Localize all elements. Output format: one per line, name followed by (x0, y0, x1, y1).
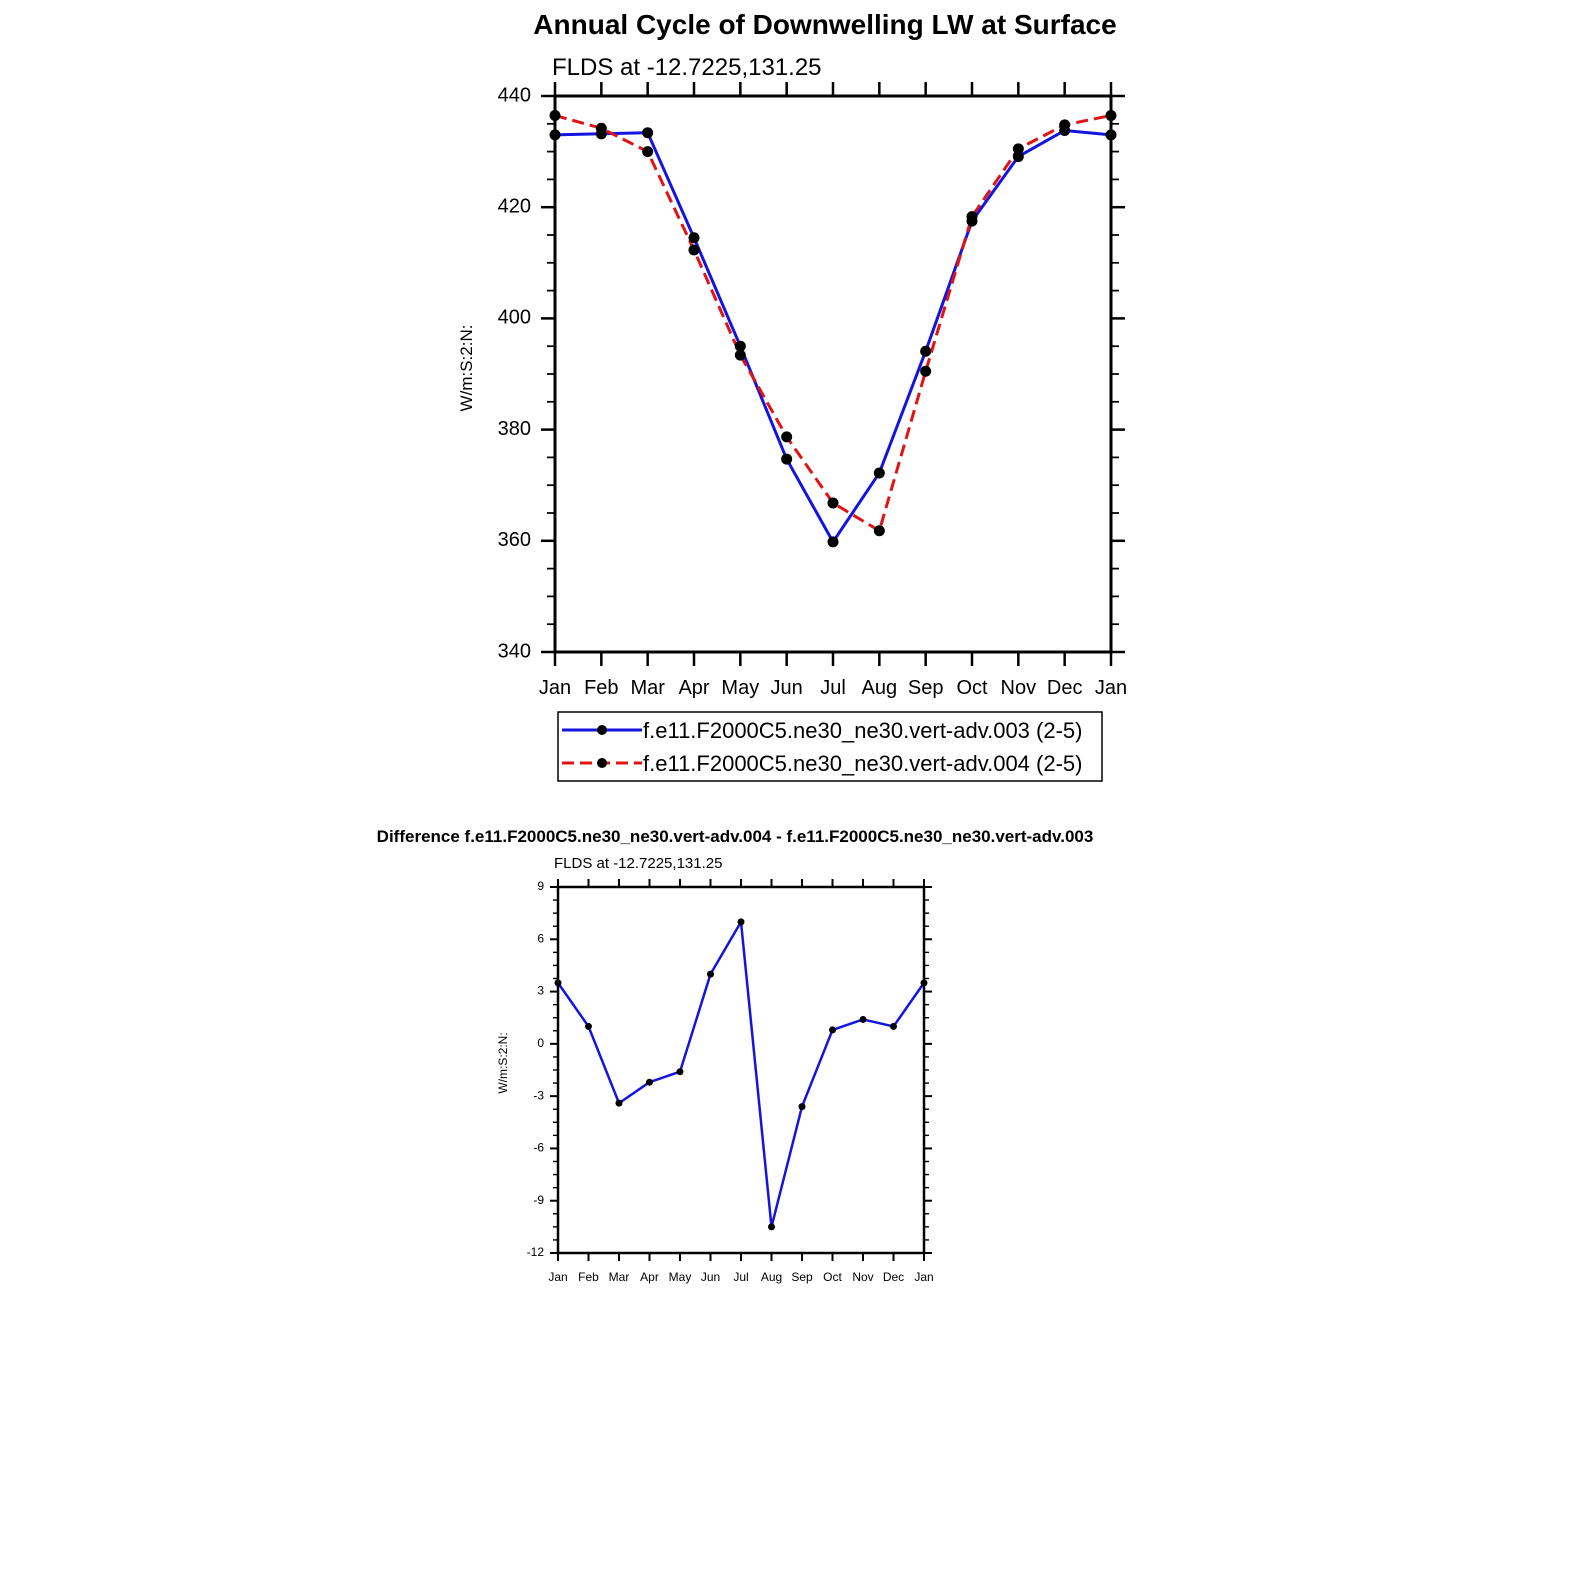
main-chart-series (549, 109, 1117, 548)
series-1-point (827, 536, 839, 548)
x-tick-label: Aug (862, 677, 898, 699)
main-chart-ticks (541, 82, 1125, 666)
x-tick-label: Feb (578, 1270, 599, 1284)
series-1-point (890, 1022, 897, 1030)
diff-chart-x-tick-labels: Jan Feb Mar Apr May Jun Jul Aug Sep Oct Nov Dec Jan (548, 1270, 933, 1284)
x-tick-label: Jul (820, 677, 846, 699)
series-2-point (642, 146, 654, 158)
y-tick-label: -12 (527, 1245, 545, 1259)
x-tick-label: Jan (914, 1270, 933, 1284)
x-tick-label: Apr (640, 1270, 659, 1284)
series-1-point (859, 1015, 867, 1023)
x-tick-label: Jan (548, 1270, 567, 1284)
series-2-point (873, 525, 885, 537)
diff-chart-series (554, 918, 928, 1231)
series-2-point (920, 365, 932, 377)
legend-label-series-2: f.e11.F2000C5.ne30_ne30.vert-adv.004 (2-… (643, 751, 1082, 776)
y-tick-label: 0 (537, 1036, 544, 1050)
series-2-point (827, 497, 839, 509)
x-tick-label: May (669, 1270, 692, 1284)
series-1-point (798, 1103, 806, 1111)
series-line-1 (554, 128, 1112, 544)
series-2-point (1012, 143, 1024, 155)
series-1-point (615, 1099, 623, 1107)
x-tick-label: Mar (630, 677, 665, 699)
x-tick-label: Nov (1001, 677, 1037, 699)
series-2-point (595, 122, 607, 134)
main-chart-legend: f.e11.F2000C5.ne30_ne30.vert-adv.003 (2-… (557, 711, 1103, 782)
x-tick-label: Sep (791, 1270, 813, 1284)
series-1-point (920, 345, 932, 357)
x-tick-label: Oct (823, 1270, 842, 1284)
series-1-point (734, 340, 746, 352)
main-chart-subtitle: FLDS at -12.7225,131.25 (552, 54, 822, 81)
x-tick-label: Jun (771, 677, 803, 699)
y-tick-label: -6 (533, 1141, 544, 1155)
x-tick-label: Apr (678, 677, 709, 699)
x-tick-label: Aug (761, 1270, 782, 1284)
x-tick-label: May (721, 677, 759, 699)
diff-chart-ylabel: W/m:S:2:N: (496, 1032, 510, 1093)
series-1-point (707, 970, 714, 978)
y-tick-label: 420 (498, 195, 531, 217)
x-tick-label: Sep (908, 677, 944, 699)
x-tick-label: Jul (733, 1270, 748, 1284)
series-2-point (781, 431, 793, 443)
y-tick-label: 340 (498, 640, 531, 662)
legend-box (557, 711, 1103, 782)
main-chart-title: Annual Cycle of Downwelling LW at Surfac… (533, 9, 1116, 40)
main-chart-plot-frame (553, 94, 1113, 654)
y-tick-label: 360 (498, 529, 531, 551)
series-1-point (873, 467, 885, 479)
main-chart-ylabel: W/m:S:2:N: (457, 325, 476, 412)
y-tick-label: 3 (537, 984, 544, 998)
series-2-point (1059, 119, 1071, 131)
legend-marker-series-1 (597, 725, 607, 735)
x-tick-label: Dec (883, 1270, 904, 1284)
diff-chart-plot-frame (556, 885, 926, 1255)
diff-chart-y-tick-labels: -12 -9 -6 -3 0 3 6 9 (527, 879, 545, 1259)
x-tick-label: Dec (1047, 677, 1083, 699)
series-2-point (688, 244, 700, 256)
series-1-point (829, 1026, 836, 1034)
series-1-point (642, 127, 654, 139)
diff-chart-title: Difference f.e11.F2000C5.ne30_ne30.vert-… (377, 827, 1094, 846)
series-2-point (966, 211, 978, 223)
main-chart-y-tick-labels: 340 360 380 400 420 440 (498, 84, 531, 662)
series-1-point (585, 1022, 592, 1030)
x-tick-label: Jun (701, 1270, 720, 1284)
series-1-point (688, 232, 700, 244)
series-2-point (734, 349, 746, 361)
x-tick-label: Mar (609, 1270, 630, 1284)
legend-label-series-1: f.e11.F2000C5.ne30_ne30.vert-adv.003 (2-… (643, 718, 1082, 743)
series-1-point (737, 918, 745, 926)
annual-cycle-chart: Annual Cycle of Downwelling LW at Surfac… (457, 9, 1127, 782)
y-tick-label: 380 (498, 418, 531, 440)
y-tick-label: 9 (537, 879, 544, 893)
series-1-point (1012, 151, 1024, 163)
diff-chart-ticks (550, 879, 932, 1261)
series-line-2 (554, 113, 1112, 533)
diff-chart-subtitle: FLDS at -12.7225,131.25 (554, 855, 722, 872)
x-tick-label: Jan (1095, 677, 1127, 699)
x-tick-label: Nov (852, 1270, 873, 1284)
y-tick-label: 400 (498, 307, 531, 329)
series-1-point (768, 1223, 775, 1231)
series-1-point (781, 453, 793, 465)
series-line-1 (556, 920, 926, 1229)
x-tick-label: Feb (584, 677, 618, 699)
series-1-point (676, 1068, 684, 1076)
y-tick-label: -3 (533, 1088, 544, 1102)
series-1-point (646, 1078, 653, 1086)
y-tick-label: 440 (498, 84, 531, 106)
legend-marker-series-2 (597, 758, 607, 768)
main-chart-x-tick-labels: Jan Feb Mar Apr May Jun Jul Aug Sep Oct Nov Dec Jan (539, 677, 1127, 699)
x-tick-label: Oct (956, 677, 988, 699)
y-tick-label: -9 (533, 1193, 544, 1207)
y-tick-label: 6 (537, 931, 544, 945)
difference-chart: Difference f.e11.F2000C5.ne30_ne30.vert-… (377, 827, 1094, 1284)
x-tick-label: Jan (539, 677, 571, 699)
